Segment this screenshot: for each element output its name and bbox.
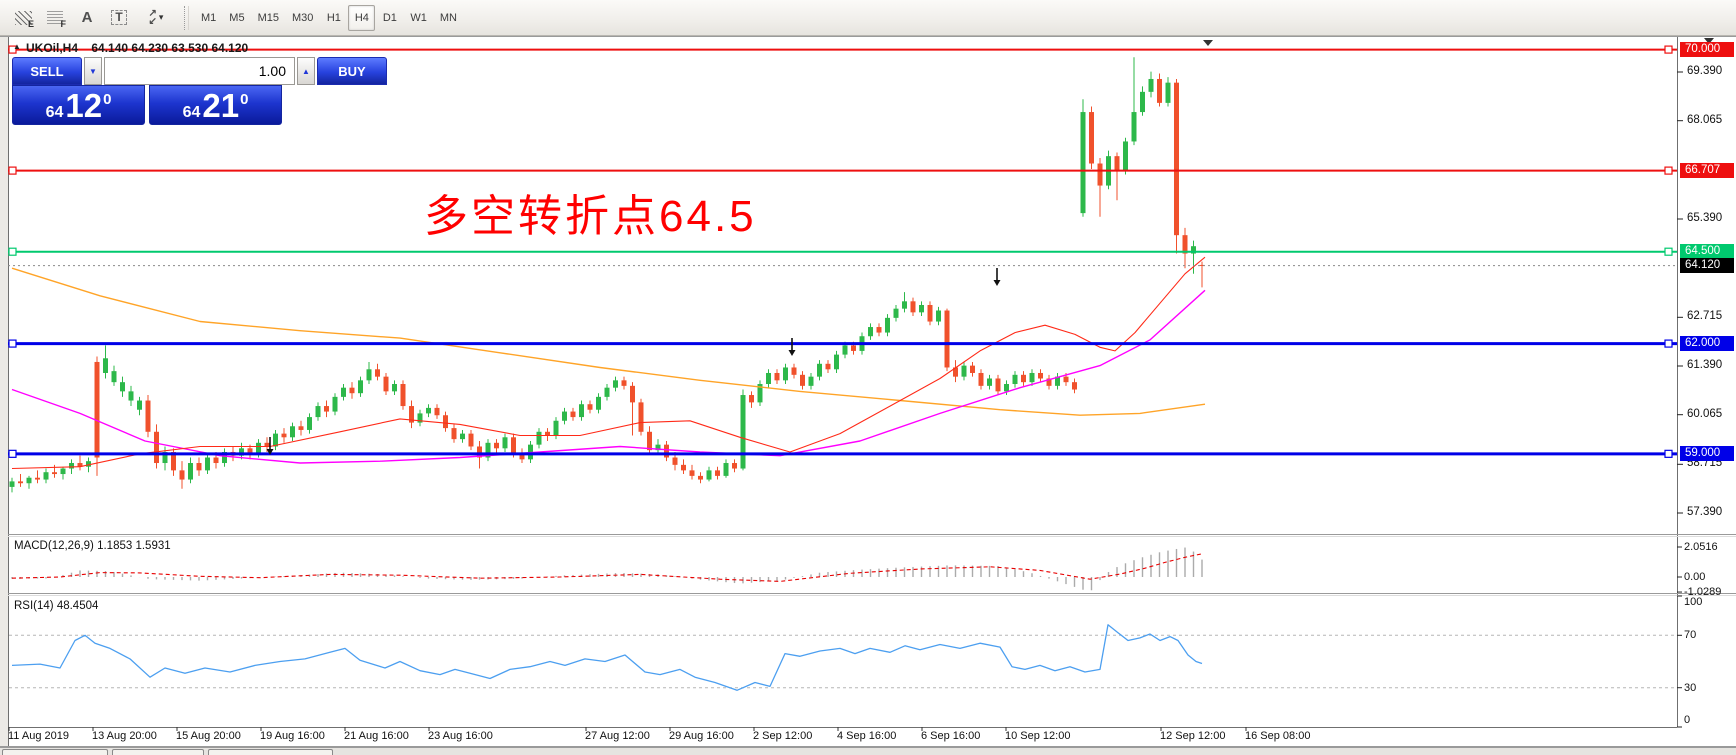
price-scale-label: 57.390	[1687, 506, 1723, 518]
price-scale-marker	[1704, 38, 1714, 44]
text-tool-glyph: A	[81, 9, 93, 26]
toolbar: E F A T ↗ ↙ ▾ M1 M5 M15 M30 H1 H4 D1 W1 MN	[0, 0, 1736, 36]
price-level-badge: 64.500	[1680, 244, 1734, 260]
buy-button[interactable]: BUY	[317, 57, 387, 85]
sell-button[interactable]: SELL	[12, 57, 82, 85]
volume-increase-button[interactable]: ▲	[297, 57, 315, 85]
current-price-badge: 64.120	[1680, 258, 1734, 274]
chart-tab-3[interactable]	[208, 749, 333, 755]
timeframe-button-D1[interactable]: D1	[382, 11, 397, 24]
chart-annotation-text: 多空转折点64.5	[424, 192, 757, 241]
time-axis-label: 29 Aug 16:00	[669, 730, 734, 742]
buy-price-whole: 64	[182, 104, 201, 121]
time-axis-label: 4 Sep 16:00	[837, 730, 897, 742]
rsi-scale-label: 30	[1684, 681, 1697, 694]
ohlc-values: 64.140 64.230 63.530 64.120	[91, 41, 249, 55]
sell-price-whole: 64	[45, 104, 64, 121]
tool-sub-e: E	[27, 18, 34, 29]
price-scale-label: 61.390	[1687, 359, 1723, 371]
macd-scale-label: 2.0516	[1684, 541, 1718, 553]
timeframe-button-M30[interactable]: M30	[291, 11, 314, 24]
sell-price-display[interactable]: 64 12 0	[12, 85, 145, 125]
arrows-tool-icon[interactable]: ↗ ↙ ▾	[136, 4, 176, 32]
macd-indicator-label: MACD(12,26,9) 1.1853 1.5931	[14, 540, 171, 552]
symbol-label: UKOil,H4	[26, 41, 79, 55]
price-level-badge: 66.707	[1680, 163, 1734, 179]
chart-shift-marker[interactable]	[1203, 40, 1213, 46]
price-scale-label: 62.715	[1687, 310, 1723, 323]
timeframe-button-MN[interactable]: MN	[439, 11, 457, 24]
text-tool-icon[interactable]: A	[72, 4, 102, 32]
volume-input[interactable]	[104, 57, 295, 85]
price-level-badge: 59.000	[1680, 446, 1734, 462]
time-axis-label: 2 Sep 12:00	[753, 730, 813, 742]
timeframe-button-M5[interactable]: M5	[229, 11, 245, 24]
timeframe-button-W1[interactable]: W1	[410, 11, 427, 24]
time-axis-label: 13 Aug 20:00	[92, 730, 157, 742]
timeframe-button-M15[interactable]: M15	[257, 11, 279, 24]
time-axis-label: 12 Sep 12:00	[1160, 730, 1226, 742]
price-scale-label: 68.065	[1687, 113, 1723, 126]
price-level-badge: 70.000	[1680, 42, 1734, 58]
timeframe-button-H1[interactable]: H1	[326, 11, 341, 24]
price-level-badge: 62.000	[1680, 336, 1734, 352]
rsi-scale-label: 0	[1684, 714, 1691, 726]
sell-price-sup: 0	[103, 91, 112, 108]
time-axis-label: 23 Aug 16:00	[428, 730, 493, 742]
chevron-down-icon[interactable]: ▾	[158, 12, 164, 22]
time-axis-label: 21 Aug 16:00	[344, 730, 409, 742]
macd-scale-label: -1.0289	[1684, 586, 1722, 599]
time-axis-label: 10 Sep 12:00	[1005, 730, 1071, 742]
time-axis-label: 11 Aug 2019	[8, 730, 69, 742]
toolbar-separator	[184, 5, 189, 30]
text-label-tool-icon[interactable]: T	[104, 4, 134, 32]
time-axis-label: 16 Sep 08:00	[1245, 730, 1311, 742]
chart-tab-2[interactable]	[112, 749, 204, 755]
chart-title: UKOil,H4 64.140 64.230 63.530 64.120	[26, 41, 248, 55]
volume-decrease-button[interactable]: ▼	[84, 57, 102, 85]
fibonacci-tool-icon[interactable]: F	[40, 4, 70, 32]
text-label-glyph: T	[111, 10, 127, 25]
time-axis-label: 27 Aug 12:00	[585, 730, 650, 742]
buy-price-display[interactable]: 64 21 0	[149, 85, 282, 125]
tool-sub-f: F	[60, 18, 67, 29]
time-axis-label: 15 Aug 20:00	[176, 730, 241, 742]
timeframe-group: M1 M5 M15 M30 H1 H4 D1 W1 MN	[195, 4, 464, 31]
timeframe-button-M1[interactable]: M1	[201, 11, 217, 24]
buy-price-big: 21	[202, 87, 240, 124]
sell-price-big: 12	[65, 87, 103, 124]
price-scale-label: 60.065	[1687, 407, 1723, 420]
buy-price-sup: 0	[240, 91, 249, 108]
price-scale-label: 69.390	[1687, 65, 1723, 77]
rsi-scale-label: 100	[1684, 596, 1703, 608]
macd-scale-label: 0.00	[1684, 571, 1706, 583]
rsi-indicator-label: RSI(14) 48.4504	[14, 600, 99, 612]
chart-tab-strip	[0, 747, 1736, 755]
time-axis-label: 19 Aug 16:00	[260, 730, 325, 742]
rsi-scale-label: 70	[1684, 629, 1697, 642]
equidistant-channel-tool-icon[interactable]: E	[8, 4, 38, 32]
one-click-collapse-arrow[interactable]: ▲	[13, 42, 21, 51]
timeframe-button-H4[interactable]: H4	[348, 4, 376, 31]
one-click-trading-panel: SELL ▼ ▲ BUY 64 12 0 64 21 0	[12, 57, 387, 125]
time-axis-label: 6 Sep 16:00	[921, 730, 981, 742]
chart-tab-1[interactable]	[2, 749, 108, 755]
fibo-glyph	[47, 11, 63, 24]
hatch-glyph	[14, 10, 32, 25]
price-scale-label: 65.390	[1687, 212, 1723, 224]
arrows-glyph: ↗ ↙	[148, 7, 157, 27]
